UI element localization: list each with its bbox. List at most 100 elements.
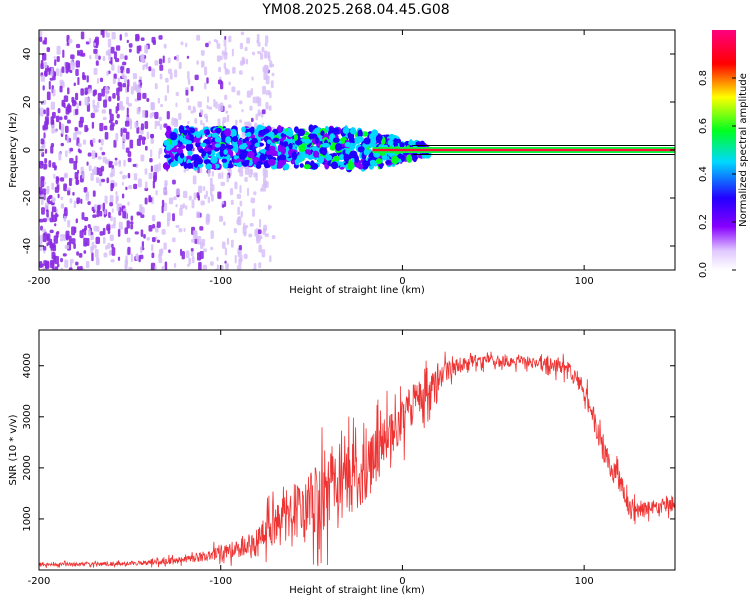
spectrogram-cell [69, 258, 74, 264]
spectrogram-cell [83, 187, 88, 193]
spectrogram-cell [159, 73, 163, 80]
spectrogram-cell [156, 221, 161, 228]
spectrogram-x-label: Height of straight line (km) [289, 285, 425, 296]
spectrogram-cell [116, 102, 120, 112]
spectrogram-cell [241, 126, 246, 133]
spectrogram-cell [166, 84, 170, 94]
spectrogram-cell [157, 97, 161, 104]
spectrogram-cell [68, 177, 72, 187]
spectrogram-cell [265, 35, 269, 44]
snr-y-tick-label: 3000 [22, 404, 33, 429]
spectrogram-cell [246, 37, 251, 44]
spectrogram-cell [210, 155, 218, 164]
spectrogram-cell [120, 128, 123, 137]
spectrogram-cell [242, 225, 247, 235]
spectrogram-cell [54, 59, 57, 66]
spectrogram-cell [249, 222, 254, 227]
spectrogram-cell [221, 158, 228, 163]
spectrogram-cell [110, 216, 113, 222]
spectrogram-cell [158, 58, 163, 65]
spectrogram-cell [185, 155, 193, 160]
spectrogram-cell [107, 49, 111, 56]
spectrogram-cell [190, 248, 194, 252]
spectrogram-cell [41, 207, 45, 215]
spectrogram-cell [128, 48, 132, 53]
spectrogram-cell [87, 152, 92, 157]
spectrogram-cell [206, 77, 209, 84]
spectrogram-cell [260, 187, 263, 192]
spectrogram-cell [247, 150, 255, 159]
spectrogram-cell [75, 92, 79, 101]
spectrogram-cell [97, 92, 102, 102]
spectrogram-cell [166, 212, 171, 222]
spectrogram-cell [66, 187, 71, 191]
spectrogram-cell [250, 126, 255, 131]
spectrogram-cell [116, 87, 120, 96]
spectrogram-cell [236, 265, 242, 270]
spectrogram-cell [264, 42, 268, 47]
spectrogram-cell [79, 116, 84, 124]
spectrogram-cell [182, 190, 188, 199]
spectrogram-cell [202, 186, 206, 191]
spectrogram-cell [261, 249, 266, 258]
spectrogram-cell [130, 224, 134, 230]
spectrogram-cell [187, 78, 191, 85]
spectrogram-cell [144, 168, 148, 175]
spectrogram-cell [136, 45, 140, 54]
spectrogram-cell [173, 56, 177, 60]
spectrogram-cell [154, 111, 159, 120]
spectrogram-cell [98, 139, 101, 143]
spectrogram-cell [228, 35, 232, 43]
spectrogram-cell [57, 193, 60, 199]
spectrogram-cell [107, 38, 112, 48]
spectrogram-cell [54, 186, 60, 193]
spectrogram-cell [108, 211, 111, 219]
spectrogram-cell [94, 248, 99, 258]
spectrogram-y-tick-label: -20 [22, 190, 33, 206]
spectrogram-cell [215, 101, 218, 109]
spectrogram-cell [270, 131, 275, 140]
snr-series-line [39, 351, 675, 569]
spectrogram-cell [75, 261, 79, 266]
spectrogram-cell [54, 129, 58, 133]
spectrogram-cell [165, 77, 169, 83]
spectrogram-cell [130, 253, 133, 262]
spectrogram-cell [182, 203, 186, 209]
spectrogram-cell [310, 163, 319, 170]
spectrogram-cell [332, 155, 341, 162]
spectrogram-cell [204, 66, 208, 76]
spectrogram-cell [224, 35, 227, 40]
spectrogram-cell [64, 125, 69, 134]
spectrogram-cell [126, 107, 129, 115]
spectrogram-cell [163, 189, 168, 196]
spectrogram-cell [230, 239, 234, 248]
spectrogram-cell [40, 59, 44, 68]
spectrogram-cell [148, 224, 153, 232]
spectrogram-cell [244, 176, 248, 182]
spectrogram-cell [174, 69, 178, 78]
spectrogram-cell [81, 171, 85, 179]
spectrogram-cell [73, 82, 76, 87]
spectrogram-cell [98, 55, 101, 60]
spectrogram-cell [294, 140, 303, 146]
spectrogram-cell [102, 116, 107, 121]
spectrogram-cell [226, 114, 230, 122]
spectrogram-cell [220, 181, 226, 187]
spectrogram-cell [168, 197, 174, 205]
colorbar-tick-label: 0.2 [698, 214, 709, 230]
spectrogram-cell [348, 136, 356, 145]
spectrogram-cell [171, 237, 176, 243]
spectrogram-cell [181, 251, 185, 260]
spectrogram-cell [62, 49, 65, 58]
spectrogram-cell [55, 115, 60, 123]
spectrogram-cell [127, 151, 132, 157]
spectrogram-cell [114, 58, 120, 63]
spectrogram-cell [95, 60, 99, 66]
spectrogram-cell [44, 158, 48, 164]
spectrogram-cell [259, 154, 267, 161]
spectrogram-cell [110, 122, 115, 127]
spectrogram-cell [191, 256, 195, 264]
spectrogram-cell [76, 266, 81, 270]
spectrogram-cell [67, 87, 70, 95]
